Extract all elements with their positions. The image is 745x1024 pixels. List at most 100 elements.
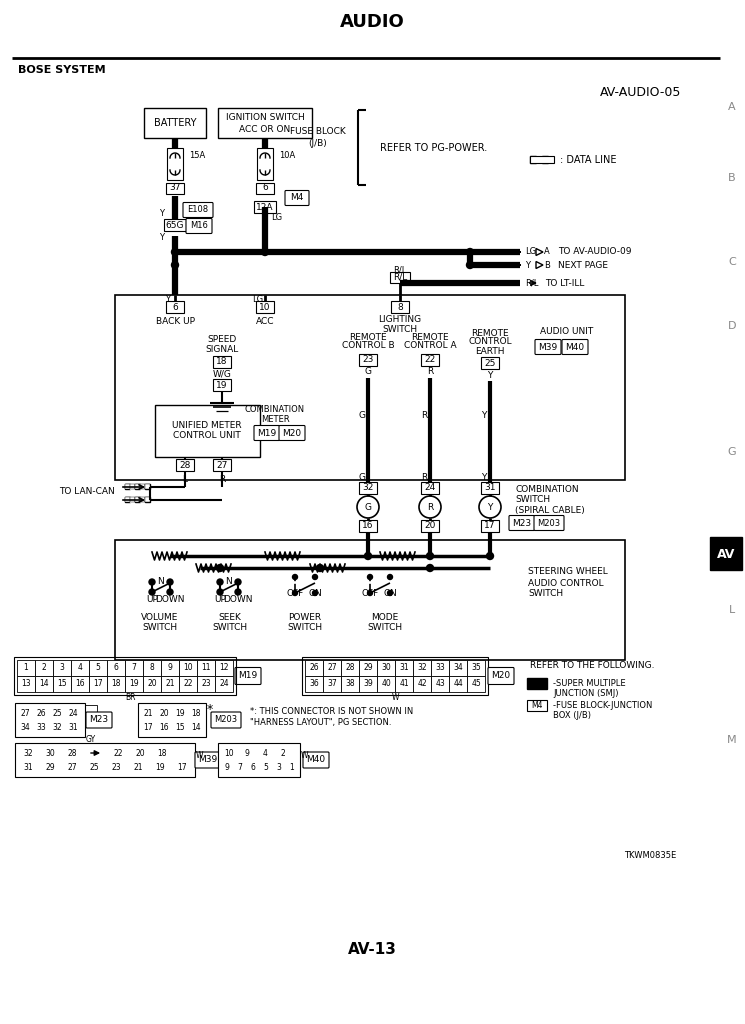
Bar — [145, 484, 150, 489]
Text: M16: M16 — [190, 221, 208, 230]
Text: TO LT-ILL: TO LT-ILL — [545, 279, 584, 288]
Text: SWITCH: SWITCH — [212, 624, 247, 633]
Text: 34: 34 — [453, 664, 463, 673]
Bar — [140, 721, 156, 735]
Text: M23: M23 — [89, 716, 109, 725]
Text: 9: 9 — [244, 749, 250, 758]
Bar — [710, 537, 742, 570]
Bar — [305, 676, 323, 692]
Bar — [15, 703, 85, 737]
Bar — [167, 148, 183, 180]
Text: 27: 27 — [327, 664, 337, 673]
Text: G: G — [364, 368, 372, 377]
Text: JUNCTION (SMJ): JUNCTION (SMJ) — [553, 688, 618, 697]
Bar — [481, 520, 499, 532]
Text: 8: 8 — [150, 664, 154, 673]
Bar — [530, 156, 536, 163]
Bar — [17, 660, 35, 676]
Bar — [359, 354, 377, 366]
Text: Y: Y — [159, 209, 165, 217]
Circle shape — [235, 579, 241, 585]
Bar — [188, 705, 204, 721]
Text: R: R — [427, 368, 433, 377]
Text: LG: LG — [525, 248, 536, 256]
Text: 6: 6 — [250, 764, 255, 772]
Text: 10A: 10A — [279, 152, 295, 161]
Bar — [138, 703, 206, 737]
FancyBboxPatch shape — [86, 712, 112, 728]
Text: 23: 23 — [111, 764, 121, 772]
Bar — [220, 761, 233, 775]
Bar — [107, 676, 125, 692]
Text: M203: M203 — [215, 716, 238, 725]
Text: R: R — [421, 411, 427, 420]
Text: 15: 15 — [175, 724, 185, 732]
Text: SWITCH: SWITCH — [382, 325, 417, 334]
Text: M203: M203 — [537, 518, 560, 527]
Bar — [135, 484, 140, 489]
Text: 31: 31 — [399, 664, 409, 673]
Bar — [449, 676, 467, 692]
Text: Y: Y — [487, 503, 492, 512]
Bar — [161, 676, 179, 692]
Text: AV: AV — [717, 548, 735, 560]
Text: 7: 7 — [237, 764, 242, 772]
Text: B: B — [728, 173, 736, 183]
Circle shape — [167, 579, 173, 585]
Text: 24: 24 — [219, 680, 229, 688]
Text: REMOTE: REMOTE — [349, 333, 387, 341]
Text: 5: 5 — [263, 764, 268, 772]
Bar — [135, 484, 140, 489]
Text: UP: UP — [214, 596, 226, 604]
Circle shape — [317, 564, 323, 571]
Bar — [377, 676, 395, 692]
Text: COMBINATION: COMBINATION — [515, 485, 579, 495]
Text: M19: M19 — [257, 428, 276, 437]
Text: ON: ON — [383, 589, 397, 597]
Bar — [161, 660, 179, 676]
Text: 24: 24 — [69, 709, 77, 718]
Bar — [431, 676, 449, 692]
Text: 9: 9 — [224, 764, 229, 772]
Text: R: R — [219, 474, 225, 483]
Text: 20: 20 — [425, 521, 436, 530]
Text: 28: 28 — [345, 664, 355, 673]
Bar — [17, 761, 39, 775]
Text: OFF: OFF — [361, 589, 378, 597]
Circle shape — [367, 574, 372, 580]
Text: R/L: R/L — [393, 272, 407, 282]
Text: DOWN: DOWN — [224, 596, 253, 604]
Bar — [359, 676, 377, 692]
Bar — [61, 745, 83, 761]
Bar — [172, 705, 188, 721]
Text: W: W — [196, 751, 203, 760]
Bar — [145, 497, 150, 502]
Circle shape — [217, 564, 224, 571]
Text: SWITCH: SWITCH — [288, 624, 323, 633]
Text: Y: Y — [525, 260, 530, 269]
Bar — [542, 156, 548, 163]
Text: REMOTE: REMOTE — [411, 333, 448, 341]
Text: 25: 25 — [484, 358, 495, 368]
Circle shape — [293, 591, 297, 596]
Text: 17: 17 — [177, 764, 187, 772]
Bar — [215, 660, 233, 676]
Bar — [213, 379, 231, 391]
Bar — [140, 705, 156, 721]
Bar — [233, 761, 246, 775]
Circle shape — [312, 574, 317, 580]
Bar — [254, 201, 276, 213]
Bar — [53, 660, 71, 676]
Text: M: M — [727, 735, 737, 745]
FancyBboxPatch shape — [509, 515, 535, 530]
Text: L: L — [729, 605, 735, 615]
Bar — [395, 676, 413, 692]
Text: 32: 32 — [362, 483, 374, 493]
Bar — [143, 660, 161, 676]
Text: 32: 32 — [417, 664, 427, 673]
Text: CONTROL B: CONTROL B — [342, 341, 394, 350]
Text: 21: 21 — [133, 764, 143, 772]
Bar — [413, 676, 431, 692]
Bar — [481, 357, 499, 369]
Text: 19: 19 — [155, 764, 165, 772]
